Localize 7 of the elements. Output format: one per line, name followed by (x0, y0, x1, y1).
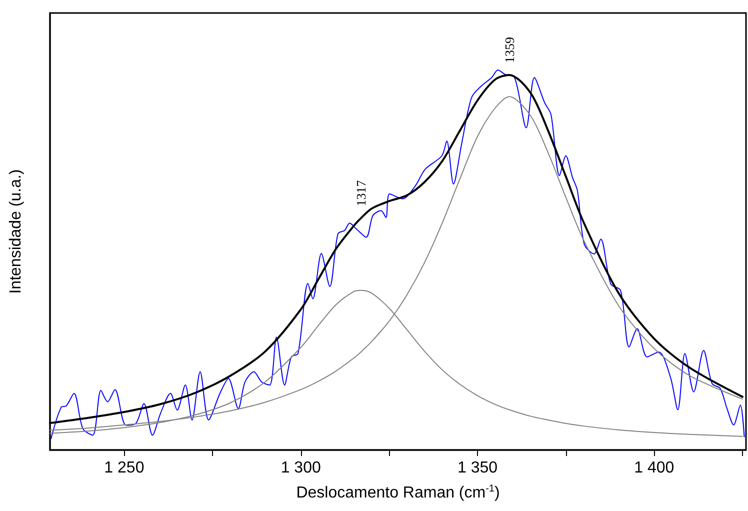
x-tick-label: 1 350 (457, 460, 498, 476)
x-tick-label: 1 300 (280, 460, 321, 476)
annotation: 1359 (502, 36, 517, 63)
y-axis-title: Intensidade (u.a.) (8, 169, 24, 294)
x-tick-label: 1 250 (104, 460, 144, 476)
annotation: 1317 (353, 180, 368, 206)
x-tick-label: 1 400 (634, 460, 674, 476)
